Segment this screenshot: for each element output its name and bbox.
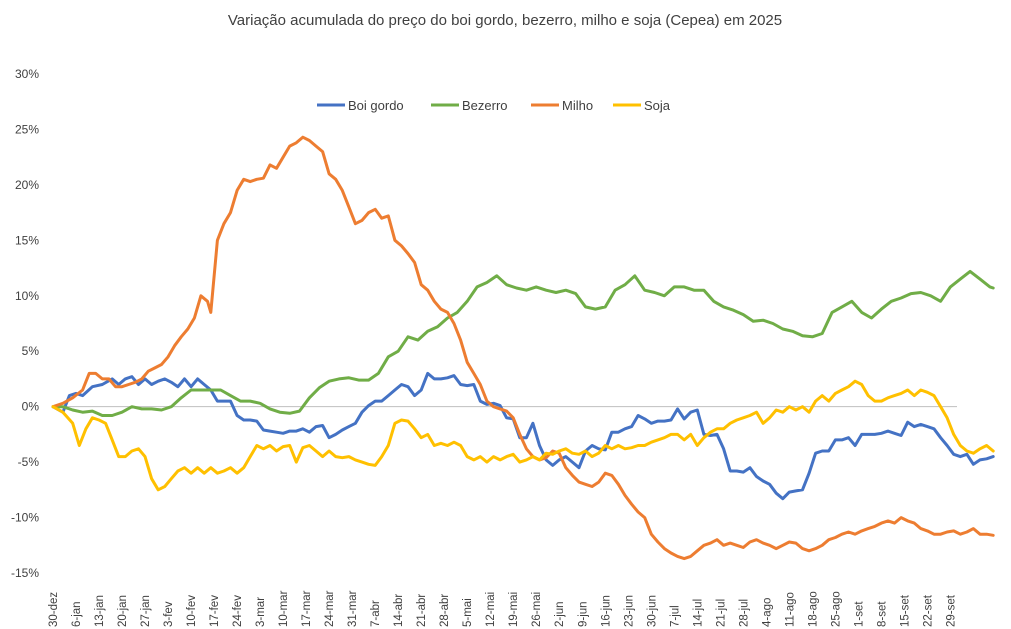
y-tick-label: 20% <box>15 178 39 192</box>
x-tick-label: 25-ago <box>830 591 842 627</box>
x-tick-label: 21-jul <box>715 599 727 627</box>
x-tick-label: 27-jan <box>140 595 152 627</box>
legend-label: Bezerro <box>462 98 508 113</box>
y-tick-label: 0% <box>22 400 40 414</box>
x-tick-label: 8-set <box>876 601 888 627</box>
legend: Boi gordo Bezerro Milho Soja <box>317 98 671 113</box>
x-tick-label: 14-abr <box>393 594 405 627</box>
x-tick-label: 9-jun <box>577 601 589 627</box>
x-tick-label: 24-fev <box>232 595 244 627</box>
x-tick-label: 3-fev <box>163 601 175 627</box>
x-tick-label: 16-jun <box>600 595 612 627</box>
y-tick-label: -15% <box>11 566 39 580</box>
series-lines <box>51 135 995 561</box>
x-axis-ticks: 30-dez 6-jan 13-jan 20-jan 27-jan 3-fev 10-fev… <box>48 590 957 627</box>
x-tick-label: 10-fev <box>186 595 198 627</box>
x-tick-label: 15-set <box>899 594 911 627</box>
series-line-boi-gordo <box>51 371 995 501</box>
y-tick-label: 5% <box>22 344 40 358</box>
x-tick-label: 17-mar <box>301 590 313 627</box>
series-line-milho <box>51 135 995 561</box>
x-tick-label: 3-mar <box>255 597 267 627</box>
series-line-soja <box>51 379 995 492</box>
y-axis-ticks: -15% -10% -5% 0% 5% 10% 15% 20% 25% 30% <box>11 67 39 580</box>
x-tick-label: 17-fev <box>209 595 221 627</box>
x-tick-label: 14-jul <box>692 599 704 627</box>
y-tick-label: 10% <box>15 289 39 303</box>
x-tick-label: 11-ago <box>784 592 796 627</box>
x-tick-label: 22-set <box>922 594 934 627</box>
x-tick-label: 6-jan <box>71 601 83 627</box>
x-tick-label: 12-mai <box>485 592 497 627</box>
x-tick-label: 28-jul <box>738 599 750 627</box>
x-tick-label: 30-dez <box>48 592 60 627</box>
y-tick-label: 30% <box>15 67 39 81</box>
x-tick-label: 30-jun <box>646 595 658 627</box>
x-tick-label: 2-jun <box>554 601 566 627</box>
legend-label: Boi gordo <box>348 98 404 113</box>
x-tick-label: 21-abr <box>416 594 428 627</box>
x-tick-label: 19-mai <box>508 592 520 627</box>
chart-title: Variação acumulada do preço do boi gordo… <box>228 12 782 29</box>
x-tick-label: 31-mar <box>347 590 359 627</box>
x-tick-label: 20-jan <box>117 595 129 627</box>
x-tick-label: 18-ago <box>807 591 819 627</box>
x-tick-label: 1-set <box>853 601 865 627</box>
series-line-bezerro <box>51 269 995 417</box>
x-tick-label: 7-jul <box>669 605 681 627</box>
legend-label: Milho <box>562 98 593 113</box>
y-tick-label: 15% <box>15 233 39 247</box>
x-tick-label: 24-mar <box>324 590 336 627</box>
x-tick-label: 28-abr <box>439 594 451 627</box>
x-tick-label: 29-set <box>945 594 957 627</box>
y-tick-label: -10% <box>11 511 39 525</box>
x-tick-label: 23-jun <box>623 595 635 627</box>
x-tick-label: 5-mai <box>462 598 474 627</box>
x-tick-label: 10-mar <box>278 590 290 627</box>
x-tick-label: 7-abr <box>370 600 382 627</box>
x-tick-label: 26-mai <box>531 592 543 627</box>
x-tick-label: 4-ago <box>761 598 773 627</box>
y-tick-label: 25% <box>15 122 39 136</box>
y-tick-label: -5% <box>18 455 40 469</box>
legend-label: Soja <box>644 98 671 113</box>
x-tick-label: 13-jan <box>94 595 106 627</box>
